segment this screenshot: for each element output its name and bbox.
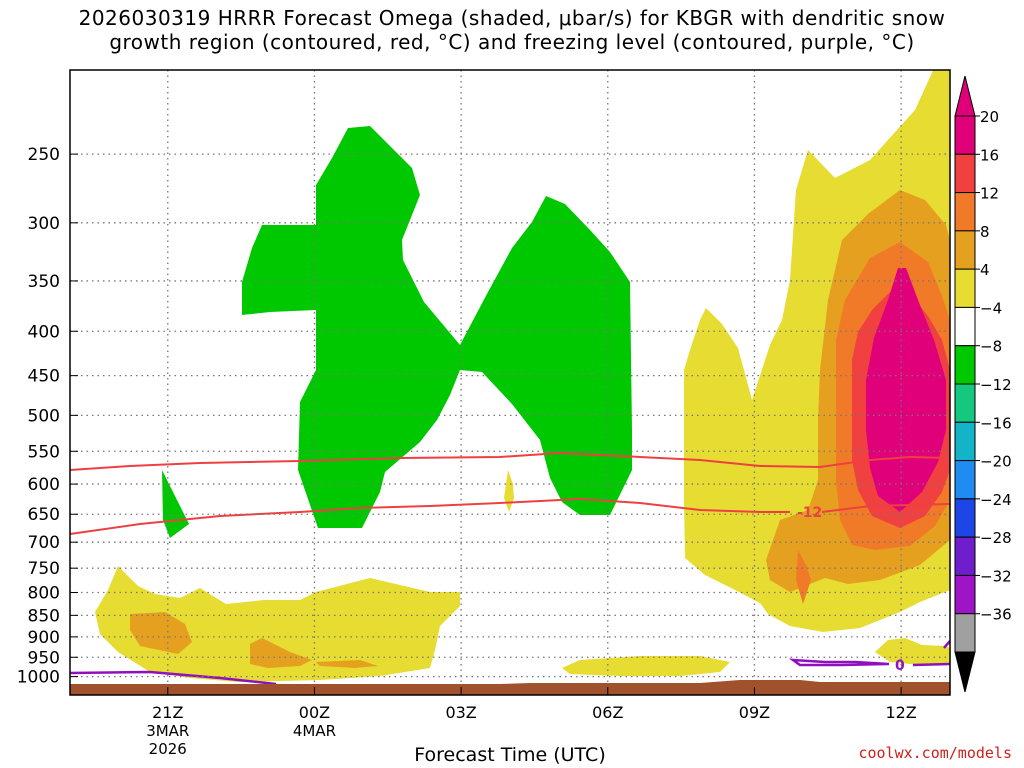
- colorbar-bin: [954, 574, 976, 615]
- colorbar-bin: [954, 153, 976, 194]
- colorbar-bin: [954, 192, 976, 232]
- colorbar-tick-label: −28: [980, 529, 1012, 547]
- omega-region-yellow-lowmid: [562, 656, 730, 676]
- y-tick-label: 600: [28, 475, 60, 495]
- dgz-contour-lower-right: [821, 503, 950, 513]
- omega-region-gold-low2: [250, 638, 312, 668]
- omega-region-gold-low3: [316, 660, 378, 668]
- x-tick-label: 12Z: [885, 703, 916, 722]
- x-tick-sublabel: 4MAR: [293, 722, 336, 740]
- y-tick-label: 250: [28, 145, 60, 165]
- omega-region-orange-small: [796, 550, 811, 604]
- x-tick-label: 21Z: [152, 703, 183, 722]
- colorbar-tick-label: −20: [980, 453, 1012, 471]
- colorbar-tick-label: 20: [980, 108, 999, 126]
- y-tick-label: 700: [28, 533, 60, 553]
- y-tick-label: 450: [28, 367, 60, 387]
- y-tick-label: 350: [28, 272, 60, 292]
- y-tick-label: 400: [28, 322, 60, 342]
- colorbar-tick-label: 16: [980, 146, 999, 164]
- colorbar-bin: [954, 268, 976, 308]
- plot-frame: [69, 69, 951, 696]
- y-tick-label: 950: [28, 648, 60, 668]
- colorbar-bin: [954, 230, 976, 270]
- colorbar-bin: [954, 498, 976, 538]
- credit-text: coolwx.com/models: [858, 744, 1012, 762]
- omega-region-green-upper: [242, 126, 460, 528]
- colorbar-bin: [954, 421, 976, 462]
- omega-region-magenta: [866, 268, 946, 512]
- x-axis-label: Forecast Time (UTC): [414, 744, 606, 766]
- y-tick-label: 800: [28, 584, 60, 604]
- dgz-contour-label: -12: [797, 505, 822, 521]
- colorbar-tick-label: −32: [980, 567, 1012, 585]
- x-tick-sublabel: 3MAR: [146, 722, 189, 740]
- colorbar-bin: [954, 306, 976, 347]
- grid-horizontal: [70, 153, 950, 678]
- omega-region-green-left: [162, 470, 189, 538]
- colorbar-tick-label: −36: [980, 606, 1012, 624]
- x-tick-label: 00Z: [299, 703, 330, 722]
- colorbar-tick-label: −4: [980, 299, 1002, 317]
- omega-region-yellow-lowright: [875, 638, 950, 664]
- y-tick-label: 1000: [17, 668, 60, 688]
- colorbar-tick-label: 12: [980, 185, 999, 203]
- x-tick-label: 03Z: [445, 703, 476, 722]
- chart-title-line2: growth region (contoured, red, °C) and f…: [109, 30, 915, 54]
- x-tick-label: 09Z: [739, 703, 770, 722]
- freezing-contour-right2: [912, 662, 950, 667]
- dgz-contour-lower: [70, 497, 790, 535]
- colorbar-over-triangle: [954, 75, 976, 117]
- colorbar-tick-label: −12: [980, 376, 1012, 394]
- colorbar-tick-label: −8: [980, 338, 1002, 356]
- omega-region-green-right: [460, 196, 632, 515]
- colorbar-bin: [954, 536, 976, 576]
- colorbar-tick-label: −16: [980, 414, 1012, 432]
- omega-region-gold-low1: [130, 612, 192, 654]
- colorbar-tick-label: 4: [980, 261, 990, 279]
- freezing-contour-left: [70, 670, 277, 686]
- y-tick-label: 750: [28, 559, 60, 579]
- colorbar-bin: [954, 383, 976, 423]
- freezing-contour-label: 0: [895, 658, 905, 674]
- colorbar-under-triangle: [954, 651, 976, 693]
- plot-area: -12 0: [70, 70, 950, 695]
- colorbar-bin: [954, 115, 976, 155]
- y-tick-label: 300: [28, 214, 60, 234]
- freezing-contour-edge: [943, 640, 950, 649]
- chart-title-line1: 2026030319 HRRR Forecast Omega (shaded, …: [78, 6, 946, 30]
- dgz-contour-upper: [70, 451, 950, 471]
- y-tick-label: 850: [28, 606, 60, 626]
- colorbar-tick-label: −24: [980, 491, 1012, 509]
- colorbar-bin: [954, 460, 976, 500]
- omega-region-yellow-lowleft: [95, 566, 460, 682]
- x-tick-label: 06Z: [592, 703, 623, 722]
- y-tick-label: 550: [28, 442, 60, 462]
- y-tick-label: 900: [28, 628, 60, 648]
- y-tick-label: 650: [28, 505, 60, 525]
- colorbar-bin: [954, 345, 976, 385]
- chart-title: 2026030319 HRRR Forecast Omega (shaded, …: [0, 6, 1024, 54]
- y-tick-label: 500: [28, 406, 60, 426]
- x-tick-sublabel-year: 2026: [149, 740, 187, 758]
- colorbar-bin: [954, 613, 976, 653]
- colorbar: 20 16 12 8 4 −4 −8 −12 −16 −20 −24 −28 −32 −36: [954, 75, 1012, 693]
- y-axis: 2503003504004505005506006507007508008509…: [17, 145, 78, 688]
- freezing-contour-right: [788, 658, 890, 667]
- terrain: [70, 680, 950, 695]
- colorbar-tick-label: 8: [980, 223, 990, 241]
- omega-region-yellow-sliver: [504, 470, 514, 512]
